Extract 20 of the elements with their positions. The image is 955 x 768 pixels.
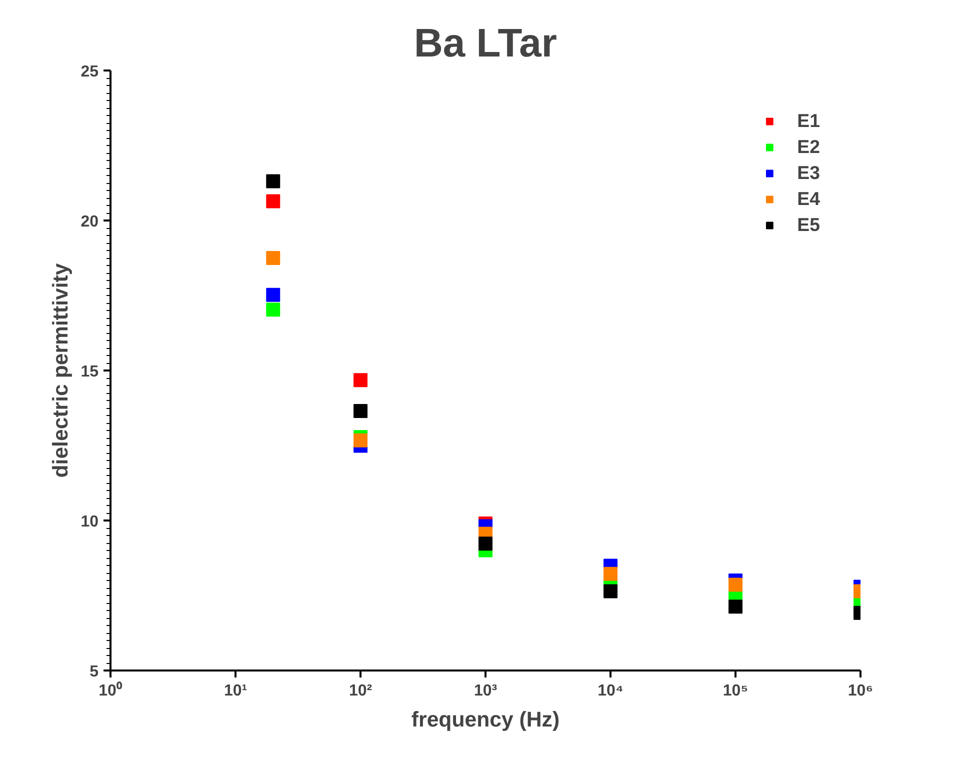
legend-label: E3	[797, 162, 820, 184]
x-tick-label: 10⁰	[98, 682, 122, 700]
y-tick-label: 10	[80, 514, 99, 530]
legend-label: E5	[797, 214, 820, 236]
legend-label: E2	[797, 136, 820, 158]
y-tick-label: 15	[80, 364, 99, 380]
x-tick-label: 10²	[348, 682, 372, 700]
y-tick-label: 20	[80, 214, 99, 230]
chart-title: Ba LTar	[414, 22, 558, 66]
y-tick-label: 25	[80, 64, 99, 80]
x-axis-title: frequency (Hz)	[411, 708, 560, 732]
x-tick-label: 10¹	[224, 682, 248, 700]
x-tick-label: 10⁵	[722, 682, 748, 700]
x-tick-label: 10⁶	[848, 682, 874, 700]
legend-label: E1	[797, 110, 820, 132]
x-tick-label: 10⁴	[598, 682, 624, 700]
x-tick-label: 10³	[474, 682, 498, 700]
y-axis-title: dielectric permittivity	[48, 263, 73, 478]
legend-label: E4	[797, 188, 820, 210]
y-tick-label: 5	[90, 664, 99, 680]
